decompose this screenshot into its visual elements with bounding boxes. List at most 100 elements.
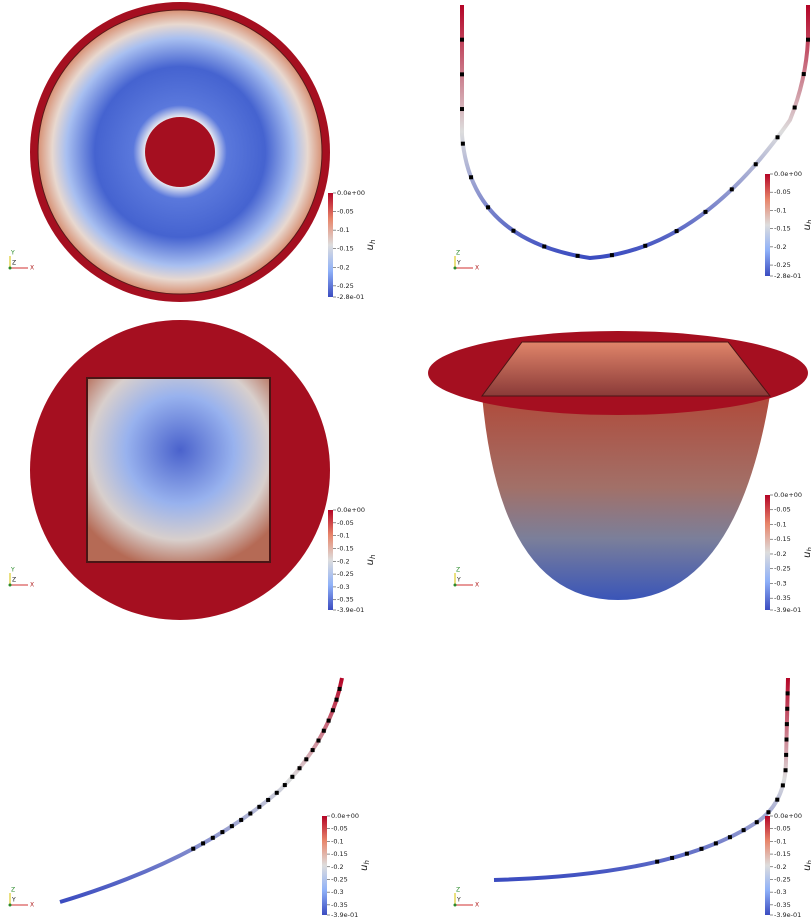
colorbar-label: -0.15 — [331, 850, 348, 858]
colorbar-label: -0.05 — [337, 208, 354, 216]
axis-label: X — [30, 902, 34, 909]
colorbar-label: -0.1 — [774, 520, 787, 528]
axis-label: X — [475, 265, 479, 272]
colorbar-label: -2.8e-01 — [774, 272, 801, 280]
marker — [220, 830, 225, 835]
axis-label: Y — [456, 897, 461, 904]
title-main: u — [802, 865, 811, 871]
marker — [753, 162, 758, 167]
marker — [201, 841, 206, 846]
marker — [754, 820, 759, 825]
marker — [775, 135, 780, 140]
colorbar-label: -0.35 — [774, 901, 791, 909]
axis-origin — [453, 903, 457, 907]
inner-disk — [145, 117, 215, 187]
marker — [229, 824, 234, 829]
colorbar-label: 0.0e+00 — [774, 170, 802, 178]
colorbar-title: uh — [365, 555, 377, 566]
colorbar-label: 0.0e+00 — [337, 189, 365, 197]
marker — [337, 686, 342, 691]
marker — [713, 841, 718, 846]
marker — [784, 722, 789, 727]
colorbar-label: -0.2 — [337, 557, 350, 565]
marker — [248, 811, 253, 816]
marker — [785, 691, 790, 696]
colorbar-label: -0.05 — [337, 519, 354, 527]
axis-label: Z — [11, 887, 15, 894]
colorbar-title: uh — [802, 547, 811, 558]
colorbar-label: -0.1 — [337, 226, 350, 234]
colorbar-label: -0.35 — [331, 901, 348, 909]
marker — [210, 835, 215, 840]
axis-label: X — [30, 582, 34, 589]
colorbar-label: -0.3 — [331, 888, 344, 896]
marker — [784, 737, 789, 742]
axis-label: Z — [456, 887, 460, 894]
colorbar-label: -0.05 — [774, 188, 791, 196]
axis-label: X — [475, 902, 479, 909]
colorbar-label: -0.15 — [774, 850, 791, 858]
marker — [741, 828, 746, 833]
marker — [304, 757, 309, 762]
marker — [266, 797, 271, 802]
axis-origin — [8, 903, 12, 907]
title-main: u — [802, 552, 811, 558]
colorbar-label: -0.2 — [774, 243, 787, 251]
axis-label: Y — [10, 567, 15, 574]
colorbar-label: -0.1 — [774, 837, 787, 845]
marker — [460, 141, 465, 146]
marker — [326, 718, 331, 723]
curve — [493, 677, 790, 882]
colorbar-label: -0.15 — [774, 535, 791, 543]
colorbar-label: -0.2 — [337, 263, 350, 271]
marker — [784, 752, 789, 757]
title-main: u — [359, 865, 370, 871]
colorbar-label: -0.05 — [331, 825, 348, 833]
bowl — [482, 395, 770, 600]
marker — [274, 790, 279, 795]
colorbar-title: uh — [802, 220, 811, 231]
overlay: 0.0e+00-0.05-0.1-0.15-0.2-0.25-2.8e-01uh… — [8, 37, 811, 919]
axis-label: X — [30, 265, 34, 272]
title-sub: h — [369, 240, 377, 244]
marker — [469, 175, 474, 180]
colorbar — [765, 495, 770, 610]
marker — [792, 105, 797, 110]
marker — [239, 817, 244, 822]
colorbar-label: -3.9e-01 — [774, 911, 801, 919]
colorbar-label: -0.15 — [337, 544, 354, 552]
colorbar — [765, 816, 770, 915]
colorbar-label: -0.25 — [774, 261, 791, 269]
marker — [330, 708, 335, 713]
colorbar-label: -0.25 — [337, 570, 354, 578]
axis-label: Z — [12, 260, 16, 267]
axis-origin — [8, 266, 12, 270]
title-main: u — [802, 224, 811, 230]
colorbar-title: uh — [802, 860, 811, 871]
colorbar-label: -0.15 — [774, 225, 791, 233]
colorbar — [322, 816, 327, 915]
marker — [257, 804, 262, 809]
axis-label: X — [475, 582, 479, 589]
marker — [766, 810, 771, 815]
colorbar-label: -0.05 — [774, 825, 791, 833]
colorbar-label: -0.2 — [774, 863, 787, 871]
colorbar-label: -0.1 — [337, 532, 350, 540]
marker — [297, 766, 302, 771]
marker — [575, 253, 580, 258]
marker — [655, 859, 660, 864]
axis-origin — [453, 583, 457, 587]
colorbar-title: uh — [365, 240, 377, 251]
axis-label: Z — [456, 250, 460, 257]
colorbar-label: -0.25 — [774, 875, 791, 883]
marker — [703, 209, 708, 214]
colorbar-label: -0.25 — [337, 282, 354, 290]
colorbar-label: -0.3 — [774, 888, 787, 896]
colorbar-label: -3.9e-01 — [774, 606, 801, 614]
colorbar-title: uh — [359, 860, 371, 871]
square-opening — [481, 341, 772, 397]
axis-label: Y — [456, 260, 461, 267]
colorbar-label: -0.1 — [331, 837, 344, 845]
colorbar-label: -0.1 — [774, 206, 787, 214]
